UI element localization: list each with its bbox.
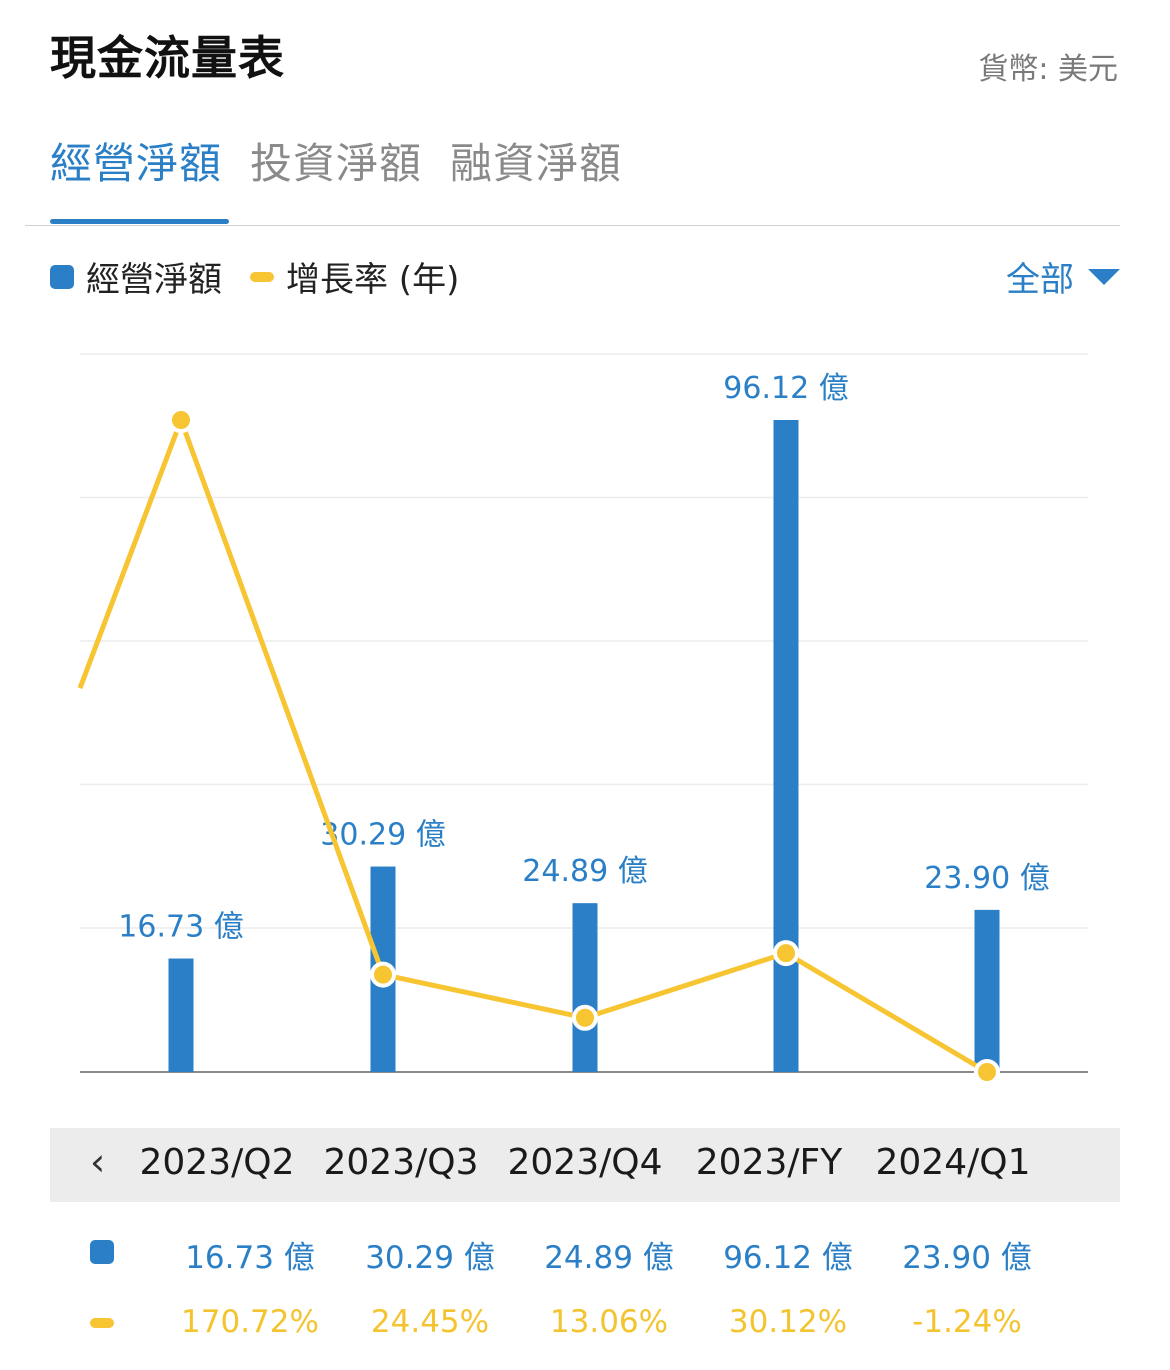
tab-financing[interactable]: 融資淨額 [450,139,623,188]
growth-point-2023/Q3 [370,961,396,988]
bar-2023/Q2 [168,958,194,1072]
period-2023-q3[interactable]: 2023/Q3 [323,1142,479,1183]
bar-2023/Q4 [572,903,598,1072]
table-cell: 24.89 億 [544,1240,674,1276]
growth-point-2024/Q1 [974,1059,1000,1085]
active-tab-indicator [50,219,229,224]
bar-value-label: 24.89 億 [522,854,647,889]
chart-legend: 經營淨額 增長率 (年) [50,252,459,301]
bar-value-label: 96.12 億 [723,371,848,406]
line-row-marker [90,1318,114,1328]
table-cell: 96.12 億 [723,1240,853,1276]
bar-series [168,420,1000,1072]
chevron-left-icon[interactable]: ‹ [90,1140,106,1184]
growth-value-row: 170.72% 24.45% 13.06% 30.12% -1.24% [0,1300,1170,1350]
caret-down-icon [1088,268,1120,285]
table-cell: 30.12% [728,1304,848,1340]
tab-investing[interactable]: 投資淨額 [250,139,423,188]
bar-value-label: 30.29 億 [320,818,445,853]
period-2023-fy[interactable]: 2023/FY [695,1142,843,1183]
period-selector: ‹ 2023/Q2 2023/Q3 2023/Q4 2023/FY 2024/Q… [50,1128,1120,1202]
bar-2023/FY [773,420,799,1072]
tab-operating[interactable]: 經營淨額 [50,139,223,188]
operating-value-row: 16.73 億 30.29 億 24.89 億 96.12 億 23.90 億 [0,1228,1170,1278]
table-cell: 170.72% [181,1304,319,1340]
table-cell: 16.73 億 [185,1240,315,1276]
table-cell: -1.24% [912,1304,1022,1340]
bar-value-label: 16.73 億 [118,910,243,945]
page-title: 現金流量表 [50,31,285,85]
bar-2024/Q1 [974,909,1000,1072]
growth-point-2023/Q4 [572,1004,598,1031]
bar-legend-swatch [50,264,74,289]
growth-line [77,417,989,1075]
growth-line-series [77,407,1000,1085]
growth-point-2023/FY [773,940,799,967]
line-legend-label: 增長率 (年) [286,260,460,300]
table-cell: 30.29 億 [365,1240,495,1276]
bar-labels: 16.73 億 30.29 億 24.89 億 96.12 億 23.90 億 [118,371,1049,945]
table-cell: 24.45% [370,1304,490,1340]
growth-point-2023/Q2 [168,407,194,433]
table-cell: 23.90 億 [902,1240,1032,1276]
period-filter-label: 全部 [1006,260,1074,300]
currency-label: 貨幣: 美元 [978,52,1118,87]
period-2023-q4[interactable]: 2023/Q4 [507,1142,663,1183]
bar-row-marker [90,1240,114,1264]
cash-flow-chart: 16.73 億 30.29 億 24.89 億 96.12 億 23.90 億 [77,353,1088,1085]
line-legend-swatch [250,271,274,282]
bar-legend-label: 經營淨額 [86,260,222,300]
table-cell: 13.06% [549,1304,669,1340]
tab-divider [25,225,1120,226]
tab-bar: 經營淨額 投資淨額 融資淨額 [50,130,622,191]
period-filter-dropdown[interactable]: 全部 [1006,252,1120,301]
bar-value-label: 23.90 億 [924,861,1049,896]
period-2023-q2[interactable]: 2023/Q2 [139,1142,295,1183]
period-2024-q1[interactable]: 2024/Q1 [875,1142,1031,1183]
